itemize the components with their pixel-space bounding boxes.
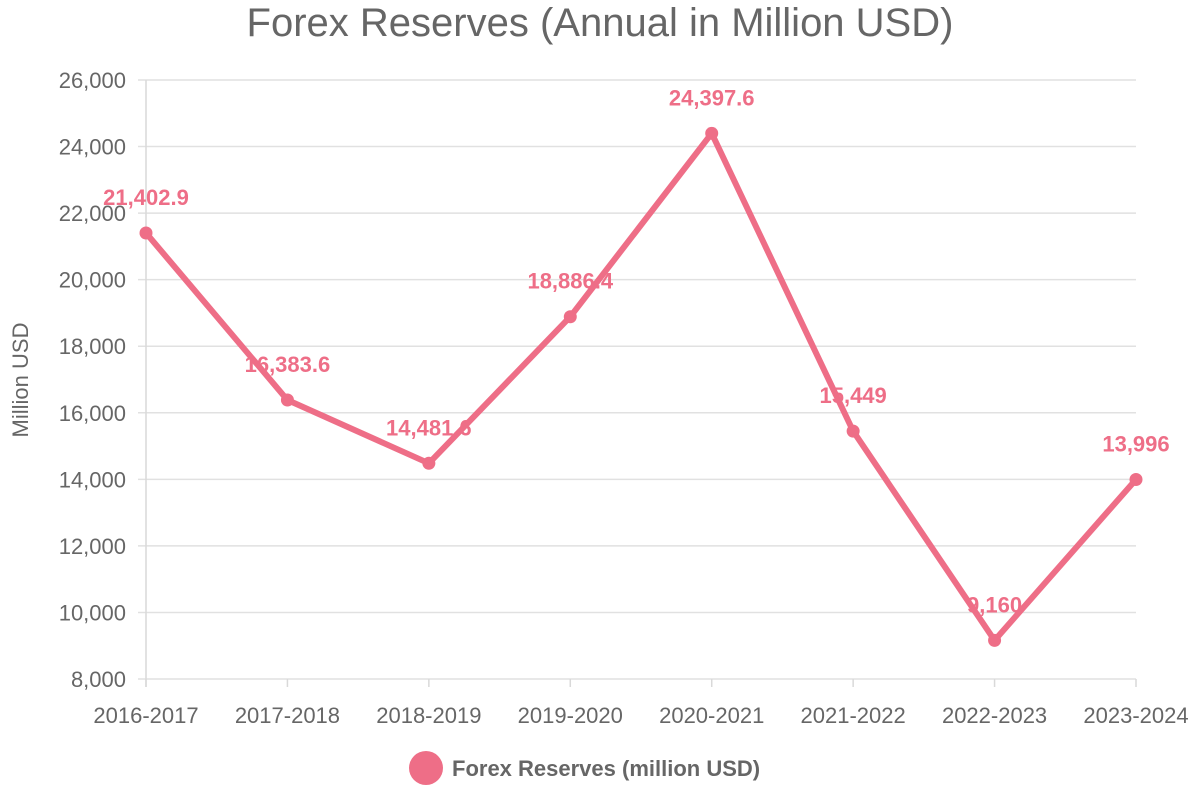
data-label: 16,383.6 (245, 352, 331, 377)
y-tick-label: 12,000 (59, 534, 126, 559)
data-label: 24,397.6 (669, 85, 755, 110)
data-point[interactable] (563, 310, 577, 324)
x-tick-label: 2016-2017 (93, 703, 198, 728)
data-label: 14,481.6 (386, 415, 472, 440)
x-tick-label: 2022-2023 (942, 703, 1047, 728)
data-point[interactable] (422, 456, 436, 470)
x-tick-label: 2018-2019 (376, 703, 481, 728)
y-tick-label: 24,000 (59, 135, 126, 160)
legend-marker (409, 751, 443, 785)
data-point[interactable] (1129, 472, 1143, 486)
data-label: 9,160 (967, 592, 1022, 617)
data-point[interactable] (705, 126, 719, 140)
y-tick-label: 10,000 (59, 600, 126, 625)
data-label: 13,996 (1102, 431, 1169, 456)
data-point[interactable] (139, 226, 153, 240)
legend[interactable]: Forex Reserves (million USD) (409, 751, 760, 785)
y-tick-label: 26,000 (59, 68, 126, 93)
x-tick-label: 2017-2018 (235, 703, 340, 728)
data-point[interactable] (280, 393, 294, 407)
data-point[interactable] (988, 633, 1002, 647)
grid (138, 79, 1136, 680)
y-tick-label: 22,000 (59, 201, 126, 226)
data-label: 18,886.4 (527, 269, 613, 294)
y-tick-label: 16,000 (59, 401, 126, 426)
series-line (143, 130, 1139, 644)
chart-title: Forex Reserves (Annual in Million USD) (247, 1, 954, 45)
data-label: 21,402.9 (103, 185, 189, 210)
y-tick-label: 18,000 (59, 334, 126, 359)
y-tick-label: 20,000 (59, 268, 126, 293)
data-label: 15,449 (819, 383, 886, 408)
data-labels: 21,402.9 16,383.6 14,481.6 18,886.4 24,397.6… (103, 85, 1169, 617)
x-tick-label: 2019-2020 (518, 703, 623, 728)
x-tick-label: 2023-2024 (1083, 703, 1188, 728)
data-point[interactable] (846, 424, 860, 438)
y-axis: 8,000 10,000 12,000 14,000 16,000 18,000 20,00… (59, 68, 147, 692)
y-tick-label: 8,000 (71, 667, 126, 692)
x-axis: 2016-2017 2017-2018 2018-2019 2019-2020 2020… (93, 679, 1189, 728)
x-tick-label: 2020-2021 (659, 703, 764, 728)
legend-label: Forex Reserves (million USD) (452, 756, 760, 781)
y-axis-title: Million USD (8, 323, 33, 438)
series-layer (139, 126, 1143, 647)
y-tick-label: 14,000 (59, 467, 126, 492)
x-tick-label: 2021-2022 (801, 703, 906, 728)
